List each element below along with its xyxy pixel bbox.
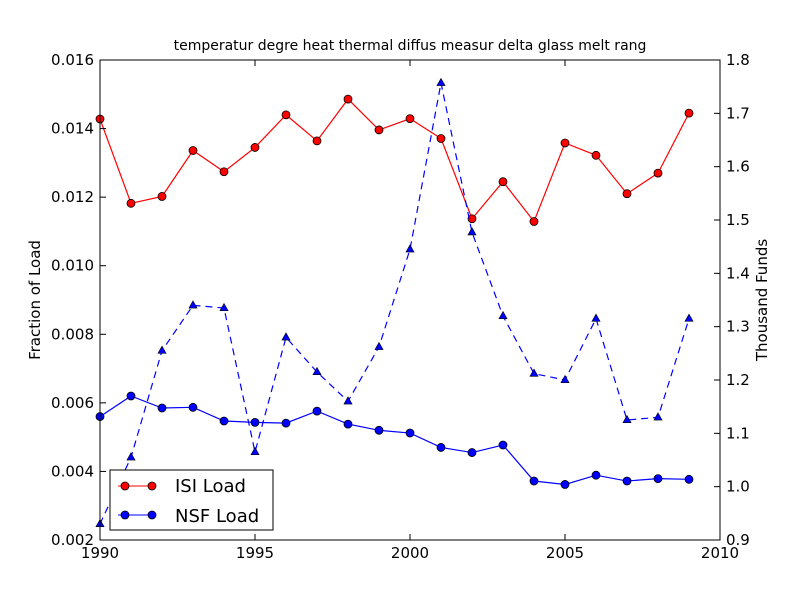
- data-point-nsf-load: [529, 476, 539, 486]
- y2-tick-label: 1.2: [726, 371, 750, 389]
- legend-nsf-marker: [147, 510, 157, 520]
- series-line-nsf-load: [99, 395, 690, 486]
- plot-area: [100, 60, 720, 540]
- data-point-isi-load: [653, 168, 663, 178]
- y2-tick-label: 1.0: [726, 478, 750, 496]
- data-point-funds: [498, 310, 508, 320]
- data-point-funds: [219, 302, 229, 312]
- data-point-isi-load: [343, 94, 353, 104]
- legend-nsf-marker: [120, 510, 130, 520]
- data-point-funds: [312, 366, 322, 376]
- legend-nsf-label: NSF Load: [175, 506, 259, 527]
- data-point-nsf-load: [560, 480, 570, 489]
- data-point-isi-load: [157, 192, 167, 201]
- chart-title: temperatur degre heat thermal diffus mea…: [174, 38, 647, 54]
- data-point-isi-load: [188, 146, 198, 155]
- legend: ISI Load NSF Load: [109, 469, 274, 531]
- data-point-nsf-load: [312, 406, 322, 416]
- y2-tick-label: 1.3: [726, 318, 750, 336]
- data-point-nsf-load: [436, 443, 446, 452]
- data-point-isi-load: [219, 167, 229, 177]
- legend-isi-marker: [147, 481, 157, 491]
- y2-tick-label: 1.8: [726, 51, 750, 69]
- data-point-funds: [405, 244, 415, 253]
- data-point-nsf-load: [281, 418, 291, 428]
- ticks-layer: 1990 1995 2000 2005 2010 0.002 0.004 0.006 0.008…: [51, 51, 750, 562]
- data-point-funds: [126, 452, 136, 461]
- series-line-funds: [99, 82, 690, 525]
- data-point-funds: [467, 227, 477, 236]
- y-axis-label: Fraction of Load: [26, 240, 44, 360]
- data-point-nsf-load: [653, 474, 663, 484]
- y2-tick-label: 1.7: [726, 104, 750, 122]
- y-tick-label: 0.002: [51, 531, 94, 549]
- y-tick-label: 0.016: [51, 51, 94, 69]
- data-point-nsf-load: [250, 417, 260, 427]
- data-point-funds: [188, 300, 198, 309]
- data-point-funds: [591, 313, 601, 322]
- data-point-nsf-load: [219, 416, 229, 426]
- data-point-isi-load: [560, 138, 570, 148]
- y-tick-label: 0.004: [51, 462, 94, 480]
- data-point-isi-load: [436, 134, 446, 143]
- data-point-funds: [684, 313, 694, 322]
- y-tick-label: 0.014: [51, 120, 94, 138]
- y-tick-label: 0.012: [51, 188, 94, 206]
- data-point-isi-load: [529, 217, 539, 226]
- data-point-funds: [374, 341, 384, 350]
- data-point-isi-load: [684, 108, 694, 118]
- y2-tick-label: 0.9: [726, 531, 750, 549]
- series-line-isi-load: [99, 98, 690, 223]
- legend-box: [109, 469, 274, 531]
- data-point-nsf-load: [157, 403, 167, 413]
- data-point-nsf-load: [374, 425, 384, 435]
- data-point-nsf-load: [126, 391, 136, 401]
- y2-axis-label: Thousand Funds: [753, 239, 771, 362]
- data-point-isi-load: [281, 110, 291, 120]
- data-point-isi-load: [467, 214, 477, 224]
- data-point-funds: [343, 396, 353, 405]
- x-tick-label: 1995: [236, 544, 274, 562]
- data-point-nsf-load: [622, 476, 632, 486]
- y-tick-label: 0.006: [51, 394, 94, 412]
- data-point-funds: [250, 446, 260, 456]
- data-point-funds: [281, 332, 291, 341]
- y-tick-label: 0.008: [51, 325, 94, 343]
- data-point-funds: [436, 77, 446, 86]
- y2-tick-label: 1.1: [726, 424, 750, 442]
- series-layer: [95, 77, 694, 528]
- data-point-isi-load: [405, 114, 415, 124]
- data-point-isi-load: [126, 198, 136, 208]
- data-point-isi-load: [498, 177, 508, 187]
- data-point-isi-load: [622, 189, 632, 199]
- x-tick-label: 2010: [701, 544, 739, 562]
- data-point-nsf-load: [498, 440, 508, 450]
- data-point-nsf-load: [591, 470, 601, 480]
- data-point-funds: [622, 414, 632, 424]
- y2-tick-label: 1.4: [726, 264, 750, 282]
- data-point-nsf-load: [405, 428, 415, 438]
- data-point-funds: [653, 412, 663, 421]
- y2-tick-label: 1.6: [726, 158, 750, 176]
- x-tick-label: 2000: [391, 544, 429, 562]
- x-tick-label: 1990: [81, 544, 119, 562]
- data-point-funds: [529, 368, 539, 377]
- data-point-nsf-load: [188, 402, 198, 412]
- data-point-isi-load: [591, 150, 601, 160]
- data-point-isi-load: [312, 136, 322, 146]
- data-point-nsf-load: [467, 448, 477, 457]
- legend-isi-marker: [120, 481, 130, 491]
- x-tick-label: 2005: [546, 544, 584, 562]
- data-point-nsf-load: [684, 474, 694, 484]
- y-tick-label: 0.010: [51, 257, 94, 275]
- legend-isi-label: ISI Load: [175, 476, 246, 497]
- data-point-funds: [560, 374, 570, 384]
- data-point-isi-load: [250, 143, 260, 152]
- data-point-funds: [157, 345, 167, 354]
- data-point-nsf-load: [343, 419, 353, 429]
- data-point-isi-load: [374, 125, 384, 135]
- y2-tick-label: 1.5: [726, 211, 750, 229]
